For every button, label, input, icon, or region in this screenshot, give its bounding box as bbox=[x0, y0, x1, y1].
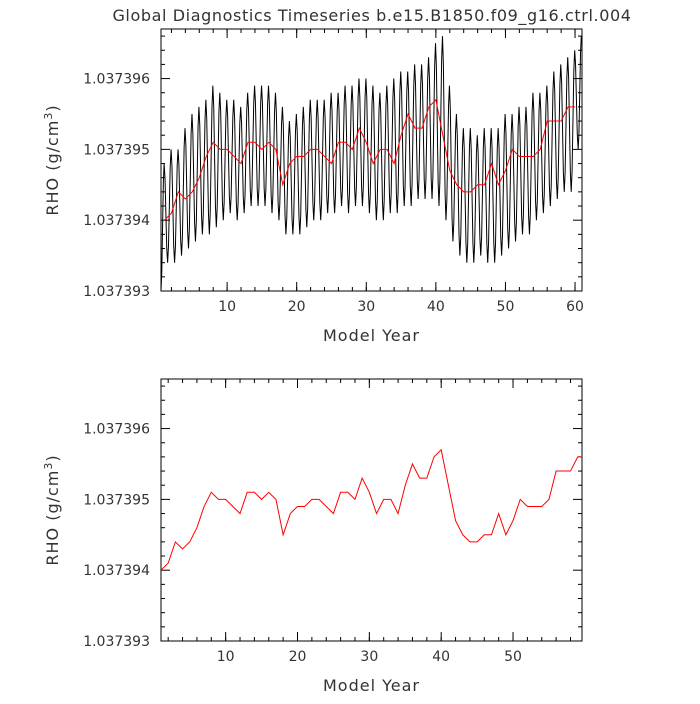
y-tick-label: 1.037395 bbox=[83, 142, 150, 158]
y-tick-label: 1.037394 bbox=[83, 213, 150, 229]
x-tick-label: 10 bbox=[218, 299, 236, 315]
x-tick-label: 20 bbox=[289, 649, 307, 665]
y-tick-label: 1.037394 bbox=[83, 563, 150, 579]
x-tick-label: 30 bbox=[360, 649, 378, 665]
y-axis-label: RHO (g/cm3) bbox=[42, 454, 62, 565]
y-tick-label: 1.037396 bbox=[83, 72, 150, 88]
y-tick-label: 1.037396 bbox=[83, 422, 150, 438]
annual-mean-line bbox=[161, 448, 582, 571]
x-tick-label: 30 bbox=[357, 299, 375, 315]
monthly-series-line bbox=[161, 36, 582, 291]
x-axis-label: Model Year bbox=[323, 676, 420, 695]
x-tick-label: 10 bbox=[217, 649, 235, 665]
plot-frame bbox=[160, 378, 583, 642]
bottom-panel: 10 20 30 40 50 1.037393 1.037394 1.037395 1.0373… bbox=[42, 378, 583, 695]
x-axis-label: Model Year bbox=[323, 326, 420, 345]
x-tick-label: 50 bbox=[497, 299, 515, 315]
y-tick-label: 1.037393 bbox=[83, 284, 150, 300]
figure-title: Global Diagnostics Timeseries b.e15.B185… bbox=[112, 6, 631, 26]
x-tick-label: 40 bbox=[432, 649, 450, 665]
top-panel: 10 20 30 40 50 60 1.037393 1.037394 1.037395 1.03… bbox=[42, 28, 584, 345]
plot-frame bbox=[160, 28, 583, 292]
x-tick-label: 40 bbox=[427, 299, 445, 315]
x-tick-label: 60 bbox=[566, 299, 584, 315]
x-tick-label: 20 bbox=[288, 299, 306, 315]
x-tick-label: 50 bbox=[504, 649, 522, 665]
annual-mean-line bbox=[164, 98, 576, 221]
y-axis-label: RHO (g/cm3) bbox=[42, 104, 62, 215]
y-tick-label: 1.037393 bbox=[83, 634, 150, 650]
y-tick-label: 1.037395 bbox=[83, 492, 150, 508]
